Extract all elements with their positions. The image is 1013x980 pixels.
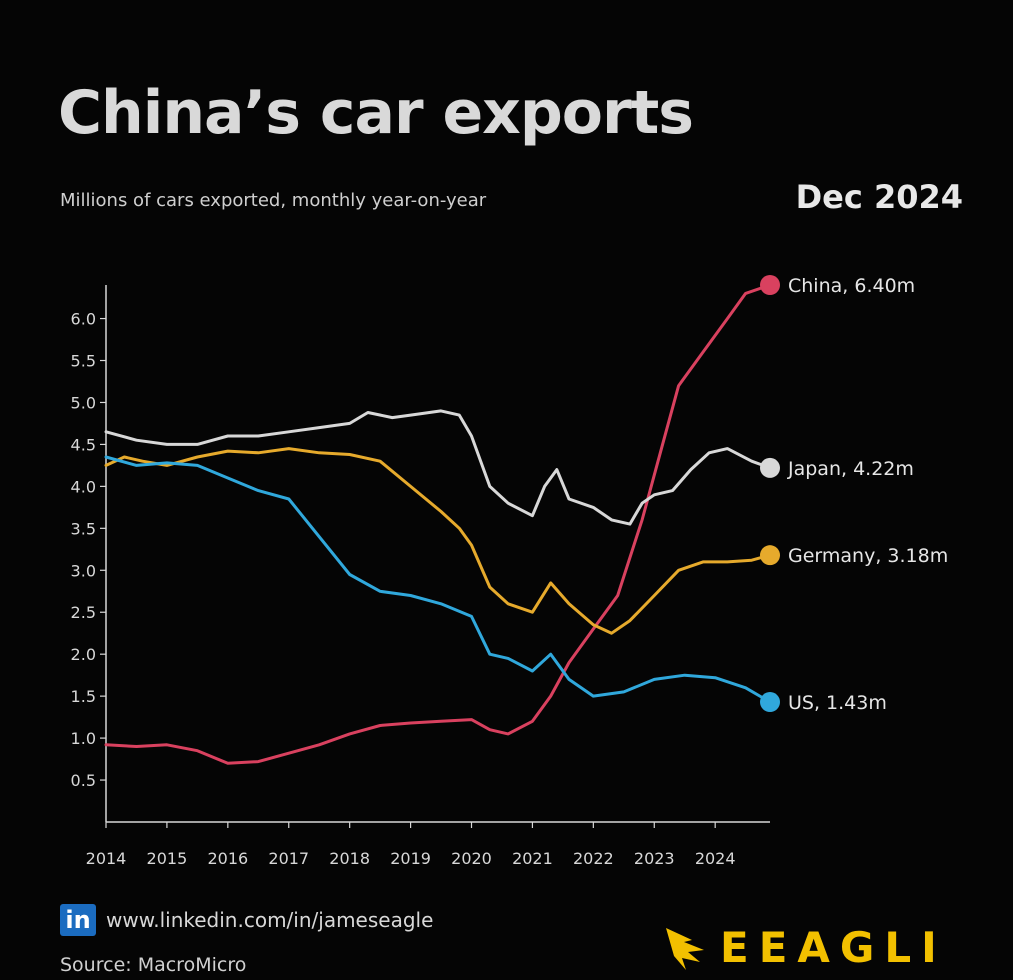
chart-subtitle: Millions of cars exported, monthly year-…	[60, 190, 487, 211]
linkedin-link[interactable]: in www.linkedin.com/in/jameseagle	[60, 904, 433, 936]
x-tick-label: 2015	[147, 849, 188, 868]
x-tick-label: 2023	[634, 849, 675, 868]
linkedin-icon: in	[60, 904, 96, 936]
x-tick-label: 2022	[573, 849, 614, 868]
eagle-icon	[666, 928, 704, 970]
x-tick-label: 2017	[268, 849, 309, 868]
x-tick-label: 2014	[86, 849, 127, 868]
linkedin-url: www.linkedin.com/in/jameseagle	[106, 908, 434, 932]
y-tick-label: 1.0	[71, 729, 96, 748]
series-line-china	[104, 283, 772, 765]
line-chart: 0.5 1.0 1.5 2.0 2.5 3.0 3.5 4.0 4.5 5.0 5.5 6.0 2014…	[71, 275, 948, 868]
x-tick-label: 2016	[207, 849, 248, 868]
y-tick-label: 2.0	[71, 645, 96, 664]
y-tick-label: 1.5	[71, 687, 96, 706]
end-marker-germany	[760, 545, 780, 566]
chart-title: China’s car exports	[58, 78, 694, 148]
x-tick-label: 2018	[329, 849, 370, 868]
y-tick-label: 4.0	[71, 477, 96, 496]
date-label: Dec 2024	[795, 178, 963, 216]
y-tick-label: 5.0	[71, 393, 96, 412]
brand-logo: EEAGLI	[662, 922, 947, 972]
x-tick-label: 2021	[512, 849, 553, 868]
end-label-us: US, 1.43m	[788, 692, 887, 714]
y-tick-label: 4.5	[71, 435, 96, 454]
y-tick-label: 5.5	[71, 352, 96, 371]
series-line-germany	[104, 447, 772, 635]
x-tick-label: 2019	[390, 849, 431, 868]
source-note: Source: MacroMicro	[60, 954, 247, 976]
y-tick-label: 3.0	[71, 561, 96, 580]
end-marker-japan	[760, 457, 780, 478]
brand-name: EEAGLI	[720, 922, 947, 972]
end-marker-china	[760, 275, 780, 295]
end-marker-us	[760, 692, 780, 713]
series-line-us	[104, 455, 772, 704]
x-tick-label: 2020	[451, 849, 492, 868]
end-label-japan: Japan, 4.22m	[787, 458, 914, 480]
y-tick-label: 3.5	[71, 519, 96, 538]
x-tick-label: 2024	[695, 849, 736, 868]
y-tick-label: 0.5	[71, 771, 96, 790]
end-label-china: China, 6.40m	[788, 275, 915, 297]
end-label-germany: Germany, 3.18m	[788, 545, 948, 567]
y-tick-label: 6.0	[71, 310, 96, 329]
y-tick-label: 2.5	[71, 603, 96, 622]
series-line-japan	[104, 409, 772, 526]
